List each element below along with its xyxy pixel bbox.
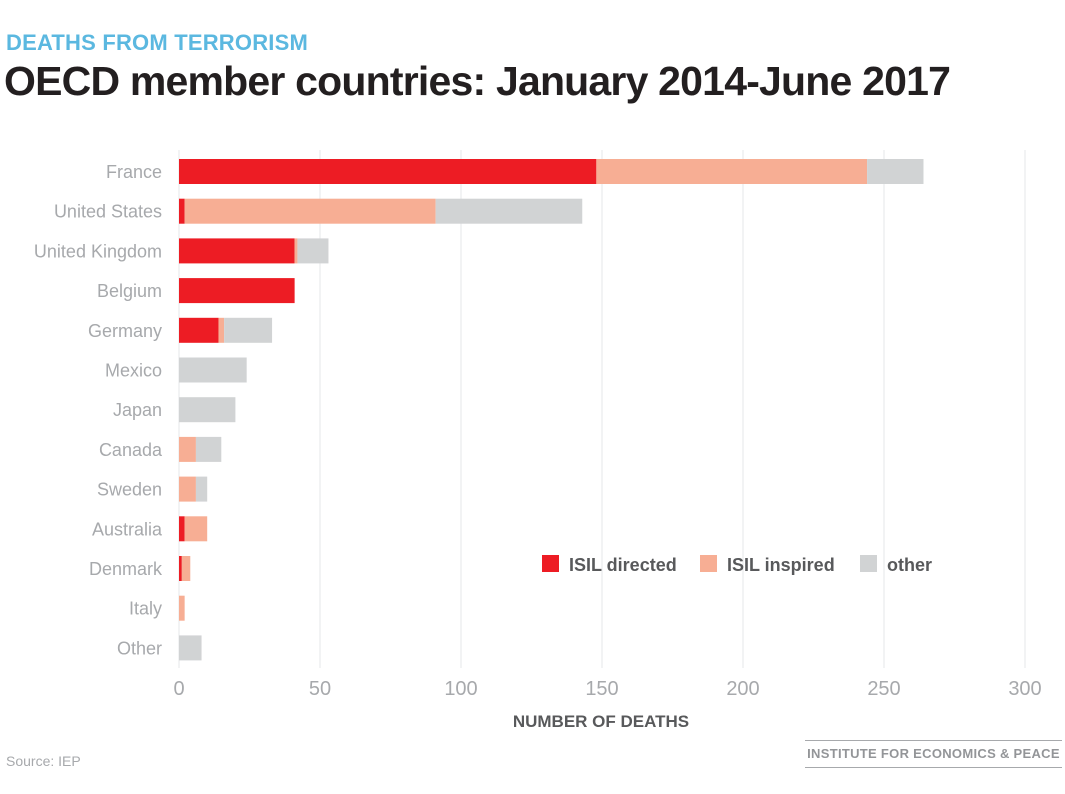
x-tick-label: 0 bbox=[173, 678, 184, 700]
bar-segment bbox=[224, 317, 273, 343]
legend-swatch bbox=[860, 555, 877, 572]
bar-segment bbox=[179, 436, 196, 462]
x-tick-label: 150 bbox=[585, 678, 618, 700]
iep-logo: INSTITUTE FOR ECONOMICS & PEACE bbox=[805, 740, 1062, 768]
x-axis-title: NUMBER OF DEATHS bbox=[513, 712, 689, 731]
bar-segment bbox=[435, 198, 583, 224]
bar-segment bbox=[867, 159, 924, 184]
legend-swatch bbox=[542, 555, 559, 572]
bar-segment bbox=[195, 436, 222, 462]
category-label: Australia bbox=[92, 519, 163, 539]
bar-segment bbox=[179, 397, 236, 423]
category-label: Japan bbox=[113, 400, 162, 420]
category-label: France bbox=[106, 162, 162, 182]
bar-segment bbox=[218, 317, 225, 343]
stacked-bar-chart: France United States United Kingdom Belgium… bbox=[34, 150, 1042, 731]
category-label: United States bbox=[54, 202, 162, 222]
category-label: Italy bbox=[129, 599, 162, 619]
category-label: United Kingdom bbox=[34, 241, 162, 261]
bar-segment bbox=[294, 238, 298, 264]
category-label: Denmark bbox=[89, 559, 163, 579]
bar-segment bbox=[184, 198, 436, 224]
bars bbox=[179, 159, 924, 661]
legend-label: ISIL directed bbox=[569, 555, 677, 575]
category-label: Germany bbox=[88, 321, 162, 341]
x-tick-label: 100 bbox=[444, 678, 477, 700]
category-label: Belgium bbox=[97, 281, 162, 301]
bar-segment bbox=[181, 556, 191, 581]
x-tick-label: 250 bbox=[867, 678, 900, 700]
bar-segment bbox=[179, 198, 185, 224]
category-label: Canada bbox=[99, 440, 163, 460]
bar-segment bbox=[596, 159, 868, 184]
bar-segment bbox=[179, 159, 597, 184]
bar-segment bbox=[195, 476, 208, 502]
bar-segment bbox=[179, 476, 196, 502]
bar-segment bbox=[179, 595, 185, 621]
category-label: Other bbox=[117, 638, 162, 658]
bar-segment bbox=[179, 556, 182, 581]
x-tick-labels: 0 50 100 150 200 250 300 bbox=[173, 678, 1041, 700]
x-tick-label: 300 bbox=[1008, 678, 1041, 700]
category-label: Sweden bbox=[97, 480, 162, 500]
bar-segment bbox=[184, 516, 208, 542]
legend-label: ISIL inspired bbox=[727, 555, 835, 575]
bar-segment bbox=[179, 278, 295, 304]
grid-lines bbox=[178, 150, 1026, 668]
legend: ISIL directed ISIL inspired other bbox=[542, 555, 932, 575]
x-tick-label: 200 bbox=[726, 678, 759, 700]
bar-segment bbox=[179, 516, 185, 542]
category-labels: France United States United Kingdom Belgium… bbox=[34, 162, 163, 658]
bar-segment bbox=[179, 635, 202, 661]
x-tick-label: 50 bbox=[309, 678, 331, 700]
bar-segment bbox=[179, 238, 295, 264]
bar-segment bbox=[179, 357, 247, 383]
bar-segment bbox=[179, 317, 219, 343]
legend-label: other bbox=[887, 555, 932, 575]
legend-swatch bbox=[700, 555, 717, 572]
bar-segment bbox=[297, 238, 329, 264]
chart-title: OECD member countries: January 2014-June… bbox=[4, 58, 951, 104]
chart-kicker: DEATHS FROM TERRORISM bbox=[6, 30, 309, 55]
category-label: Mexico bbox=[105, 361, 162, 381]
source-note: Source: IEP bbox=[6, 753, 81, 769]
